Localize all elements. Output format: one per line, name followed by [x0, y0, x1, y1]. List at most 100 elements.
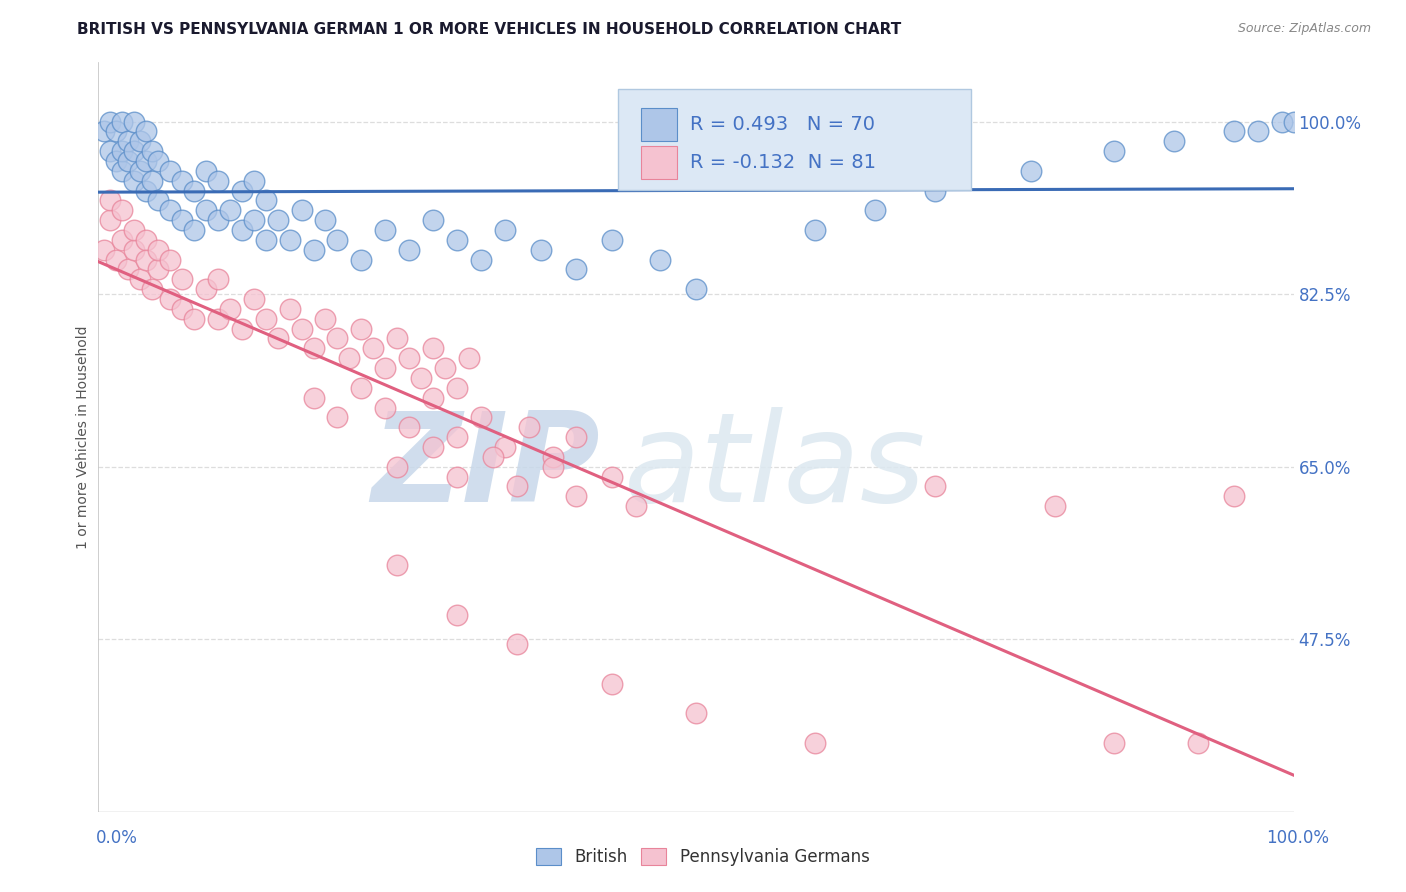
Point [267, 213, 290, 227]
Point [105, 154, 128, 169]
Point [302, 391, 325, 405]
Point [385, 558, 409, 573]
Point [111, 144, 134, 158]
Point [541, 450, 564, 464]
Point [98, 144, 122, 158]
Point [1104, 144, 1126, 158]
Point [172, 213, 194, 227]
Point [135, 252, 157, 267]
Point [172, 301, 194, 316]
Point [339, 351, 361, 366]
Point [278, 233, 301, 247]
Point [207, 174, 229, 188]
Point [565, 262, 588, 277]
Point [363, 342, 385, 356]
FancyBboxPatch shape [641, 145, 676, 178]
Point [422, 342, 444, 356]
Point [183, 184, 205, 198]
Point [93, 124, 115, 138]
Legend: British, Pennsylvania Germans: British, Pennsylvania Germans [530, 841, 876, 873]
Point [434, 361, 457, 376]
Point [1247, 124, 1270, 138]
Point [924, 184, 946, 198]
Point [1163, 134, 1185, 148]
Point [446, 469, 468, 483]
Point [141, 282, 163, 296]
Point [243, 213, 266, 227]
Point [159, 164, 181, 178]
Point [195, 282, 218, 296]
Text: 100.0%: 100.0% [1265, 829, 1329, 847]
Point [385, 331, 409, 345]
Point [1104, 736, 1126, 750]
Point [148, 154, 170, 169]
Point [374, 223, 396, 237]
Point [374, 401, 396, 415]
Point [1223, 124, 1246, 138]
Point [148, 262, 170, 277]
Point [159, 203, 181, 218]
Point [565, 430, 588, 444]
Point [350, 381, 373, 395]
Point [302, 243, 325, 257]
Point [93, 243, 115, 257]
Point [494, 223, 516, 237]
Point [172, 174, 194, 188]
Y-axis label: 1 or more Vehicles in Household: 1 or more Vehicles in Household [76, 326, 90, 549]
Point [374, 361, 396, 376]
Point [111, 164, 134, 178]
Point [129, 272, 152, 286]
Text: 0.0%: 0.0% [96, 829, 138, 847]
Point [124, 114, 146, 128]
Point [207, 213, 229, 227]
Point [183, 311, 205, 326]
Point [231, 223, 253, 237]
Point [924, 479, 946, 493]
Point [124, 243, 146, 257]
Point [254, 194, 277, 208]
Point [243, 292, 266, 306]
Point [129, 134, 152, 148]
Point [350, 252, 373, 267]
Point [111, 233, 134, 247]
Point [117, 134, 139, 148]
Point [446, 430, 468, 444]
Point [219, 203, 242, 218]
Text: BRITISH VS PENNSYLVANIA GERMAN 1 OR MORE VEHICLES IN HOUSEHOLD CORRELATION CHART: BRITISH VS PENNSYLVANIA GERMAN 1 OR MORE… [77, 22, 901, 37]
Point [398, 420, 420, 434]
Point [326, 233, 349, 247]
Point [470, 252, 492, 267]
Point [422, 440, 444, 454]
Point [141, 144, 163, 158]
Point [326, 410, 349, 425]
Point [315, 213, 337, 227]
Point [422, 213, 444, 227]
FancyBboxPatch shape [641, 108, 676, 141]
Point [141, 174, 163, 188]
Point [446, 381, 468, 395]
Point [302, 342, 325, 356]
Point [804, 736, 827, 750]
Point [159, 292, 181, 306]
Point [411, 371, 433, 385]
Point [494, 440, 516, 454]
Point [398, 351, 420, 366]
Text: ZIP: ZIP [371, 407, 600, 527]
Point [135, 184, 157, 198]
Point [685, 282, 707, 296]
Point [254, 233, 277, 247]
Point [219, 301, 242, 316]
Point [105, 252, 128, 267]
Point [231, 184, 253, 198]
Point [254, 311, 277, 326]
Point [98, 213, 122, 227]
Point [315, 311, 337, 326]
Point [135, 154, 157, 169]
Point [291, 321, 314, 335]
Point [111, 114, 134, 128]
Point [135, 124, 157, 138]
Point [804, 223, 827, 237]
Point [195, 203, 218, 218]
Point [685, 706, 707, 720]
Point [111, 203, 134, 218]
